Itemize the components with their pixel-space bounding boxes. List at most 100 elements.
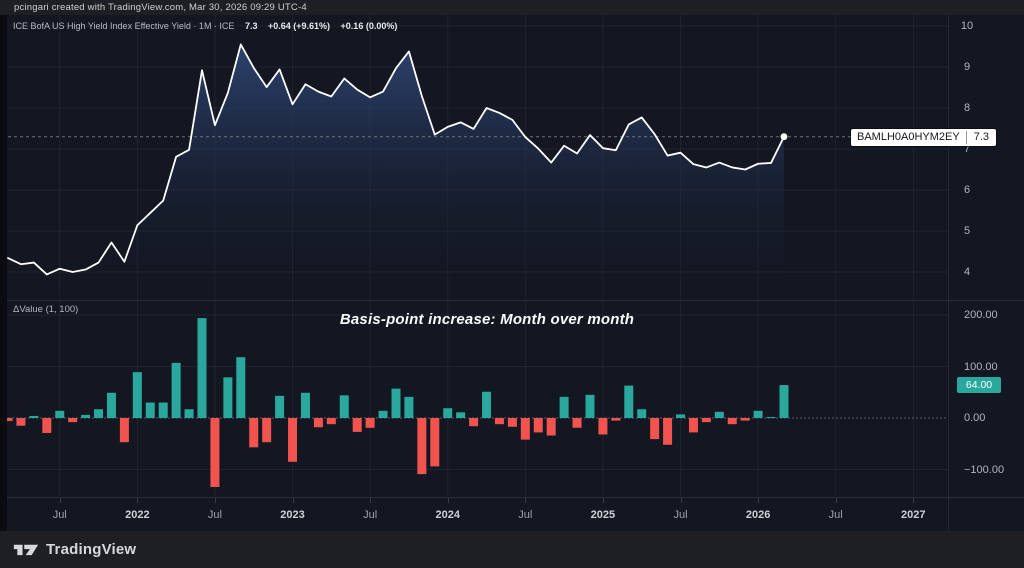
price-scale-label: 5 [963, 225, 971, 237]
price-scale-label: 9 [963, 61, 971, 73]
delta-bar [326, 418, 336, 425]
delta-bar [779, 385, 789, 418]
delta-bar [546, 418, 556, 436]
time-scale-label: 2027 [901, 509, 926, 521]
delta-bar [262, 418, 272, 443]
delta-bar [42, 418, 52, 433]
left-margin [0, 14, 7, 531]
delta-bar [55, 410, 65, 418]
delta-bar [740, 418, 750, 421]
delta-bar [29, 415, 39, 418]
secondary-change-value: +0.16 (0.00%) [340, 21, 398, 31]
time-scale-label: Jul [207, 509, 222, 521]
time-scale[interactable]: Jul 2022 Jul 2023 Jul 2024 Jul 2025 Jul 2026 Jul 20… [0, 497, 1024, 531]
tradingview-brand-text[interactable]: TradingView [46, 541, 137, 558]
delta-bar [482, 391, 492, 418]
pane-divider[interactable] [0, 300, 1024, 301]
symbol-title: ICE BofA US High Yield Index Effective Y… [13, 21, 235, 31]
delta-bar-chart[interactable] [0, 300, 1024, 497]
delta-bar [300, 392, 310, 418]
delta-bar [223, 377, 233, 418]
delta-bar [3, 418, 13, 422]
delta-bar [68, 418, 78, 423]
time-scale-tick [525, 498, 527, 503]
price-scale-label: 10 [960, 20, 974, 32]
footer-bar: TradingView [0, 531, 1024, 568]
time-scale-tick [680, 498, 682, 503]
delta-bar [611, 418, 621, 421]
price-label-value: 7.3 [973, 131, 990, 143]
delta-bar [81, 414, 91, 418]
time-scale-tick [758, 498, 760, 503]
delta-bar [184, 409, 194, 419]
price-label: BAMLH0A0HYM2EY 7.3 [851, 129, 997, 146]
attribution-bar: pcingari created with TradingView.com, M… [0, 0, 1024, 15]
time-scale-tick [835, 498, 837, 503]
time-scale-label: 2025 [590, 509, 616, 521]
delta-bar [714, 411, 724, 418]
delta-scale-label: −100.00 [964, 463, 1005, 476]
delta-bar [378, 410, 388, 418]
delta-bar [132, 372, 142, 418]
delta-bar [365, 418, 375, 428]
delta-bar [249, 418, 259, 448]
time-scale-tick [214, 498, 216, 503]
time-scale-label: Jul [673, 509, 688, 521]
price-scale-divider [948, 14, 949, 531]
delta-scale-label: 200.00 [964, 309, 998, 321]
delta-bar [727, 418, 737, 425]
time-scale-tick [59, 498, 61, 503]
delta-bar [533, 418, 543, 433]
tradingview-logo-icon[interactable] [13, 541, 39, 558]
last-delta-badge: 64.00 [957, 377, 1001, 393]
delta-bar [171, 362, 181, 418]
delta-bar [339, 395, 349, 418]
time-scale-label: 2023 [280, 509, 305, 521]
time-scale-tick [292, 498, 294, 503]
symbol-legend[interactable]: ICE BofA US High Yield Index Effective Y… [13, 21, 397, 31]
delta-bar [753, 410, 763, 418]
delta-bar [197, 318, 207, 418]
time-axis-divider [0, 497, 1024, 498]
time-scale-tick [137, 498, 139, 503]
indicator-legend[interactable]: ΔValue (1, 100) [13, 304, 78, 315]
delta-bar [520, 418, 530, 440]
attribution-text: pcingari created with TradingView.com, M… [14, 2, 307, 13]
delta-bar [572, 418, 582, 428]
time-scale-label: Jul [518, 509, 533, 521]
delta-bar [443, 408, 453, 419]
delta-bar [624, 385, 634, 419]
delta-bar [158, 402, 168, 418]
time-scale-label: Jul [363, 509, 378, 521]
indicator-label: ΔValue (1, 100) [13, 304, 79, 315]
delta-bar [676, 414, 686, 418]
delta-bar [391, 388, 401, 418]
delta-bar [650, 418, 660, 440]
time-scale-label: Jul [828, 509, 843, 521]
time-scale-tick [913, 498, 915, 503]
delta-bar [456, 412, 466, 418]
delta-bar [598, 418, 608, 435]
time-scale-label: 2026 [745, 509, 771, 521]
chart-annotation: Basis-point increase: Month over month [339, 311, 635, 328]
delta-bar [288, 418, 298, 462]
last-value: 7.3 [244, 21, 258, 31]
price-scale[interactable]: 10 9 8 7 6 5 4 [948, 14, 1024, 300]
price-scale-label: 8 [963, 102, 971, 114]
time-scale-label: Jul [52, 509, 67, 521]
time-scale-label: 2022 [125, 509, 150, 521]
delta-bar [494, 418, 504, 425]
delta-bar [352, 418, 362, 432]
delta-bar [430, 418, 440, 467]
time-scale-label: 2024 [435, 509, 460, 521]
delta-bar [417, 418, 427, 475]
price-scale-label: 7 [963, 143, 971, 155]
delta-bar [313, 418, 323, 428]
yield-line-chart[interactable] [0, 14, 1024, 300]
delta-bar [119, 418, 129, 443]
delta-bar [766, 416, 776, 418]
delta-scale[interactable]: 200.00 100.00 0.00 −100.00 [948, 300, 1024, 497]
time-scale-tick [602, 498, 604, 503]
delta-bar [637, 409, 647, 419]
